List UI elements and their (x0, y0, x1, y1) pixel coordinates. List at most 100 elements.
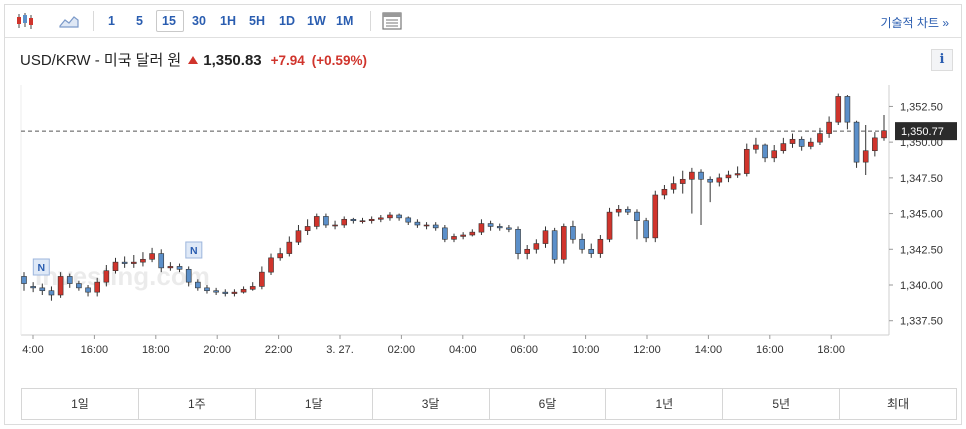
candle-body[interactable] (341, 218, 348, 226)
candle-body[interactable] (460, 234, 466, 237)
candle-body[interactable] (615, 208, 622, 213)
interval-1m[interactable]: 1M (336, 14, 354, 28)
candle-body[interactable] (222, 291, 229, 294)
interval-30[interactable]: 30 (192, 14, 206, 28)
candle-body[interactable] (817, 133, 823, 143)
candle-body[interactable] (350, 218, 357, 222)
candle-body[interactable] (405, 217, 412, 223)
area-chart-type-icon[interactable] (58, 11, 80, 31)
candle-body[interactable] (496, 226, 503, 229)
info-button[interactable]: i (931, 49, 953, 71)
candle-body[interactable] (771, 150, 778, 159)
interval-15[interactable]: 15 (162, 14, 176, 28)
candle-body[interactable] (588, 248, 595, 254)
candle-body[interactable] (304, 226, 311, 232)
candle-body[interactable] (725, 174, 732, 179)
candle-body[interactable] (524, 248, 530, 254)
interval-5h[interactable]: 5H (249, 14, 265, 28)
candle-body[interactable] (121, 261, 128, 264)
candle-body[interactable] (570, 226, 576, 240)
candle-body[interactable] (66, 276, 73, 284)
candle-body[interactable] (798, 138, 805, 147)
candle-body[interactable] (39, 287, 46, 292)
candle-body[interactable] (835, 96, 842, 123)
candle-body[interactable] (94, 281, 100, 293)
candle-body[interactable] (478, 223, 485, 233)
candle-body[interactable] (195, 281, 201, 289)
candle-body[interactable] (560, 226, 567, 260)
candle-body[interactable] (130, 261, 137, 264)
candle-body[interactable] (469, 231, 476, 236)
candle-body[interactable] (432, 224, 439, 229)
interval-1h[interactable]: 1H (220, 14, 236, 28)
candle-body[interactable] (506, 227, 512, 230)
candle-body[interactable] (359, 220, 366, 223)
candle-body[interactable] (30, 286, 36, 289)
candle-body[interactable] (661, 188, 668, 196)
candle-body[interactable] (451, 236, 457, 240)
candle-body[interactable] (167, 266, 174, 269)
candle-body[interactable] (21, 276, 27, 284)
range-1-month[interactable]: 1달 (255, 389, 373, 419)
candle-body[interactable] (76, 283, 82, 289)
range-3-months[interactable]: 3달 (372, 389, 490, 419)
candle-body[interactable] (185, 268, 192, 283)
price-chart[interactable]: Investing.com1,352.501,350.001,347.501,3… (5, 85, 961, 360)
candle-body[interactable] (743, 148, 750, 174)
interval-1w[interactable]: 1W (307, 14, 326, 28)
candle-body[interactable] (844, 96, 851, 123)
candle-body[interactable] (387, 214, 393, 219)
range-6-months[interactable]: 6달 (489, 389, 607, 419)
candle-body[interactable] (808, 141, 814, 147)
candle-body[interactable] (643, 220, 649, 239)
range-1-day[interactable]: 1일 (22, 389, 139, 419)
candle-body[interactable] (277, 253, 283, 259)
candle-body[interactable] (862, 150, 869, 163)
candle-body[interactable] (579, 238, 585, 250)
candle-body[interactable] (872, 137, 878, 152)
candle-body[interactable] (149, 253, 155, 260)
candle-body[interactable] (423, 224, 430, 227)
range-max[interactable]: 최대 (840, 389, 956, 419)
candle-body[interactable] (140, 258, 146, 263)
candle-body[interactable] (881, 130, 887, 139)
data-table-icon[interactable] (381, 11, 403, 31)
candle-body[interactable] (780, 143, 787, 152)
candle-body[interactable] (826, 121, 832, 134)
candle-body[interactable] (652, 194, 659, 239)
candle-body[interactable] (679, 178, 686, 184)
candle-body[interactable] (57, 276, 64, 296)
candle-body[interactable] (286, 241, 293, 254)
candle-body[interactable] (698, 171, 704, 180)
candle-body[interactable] (487, 223, 494, 227)
candle-body[interactable] (670, 183, 677, 190)
candle-body[interactable] (249, 286, 256, 290)
technical-chart-link[interactable]: 기술적 차트 » (880, 16, 949, 30)
candle-body[interactable] (689, 171, 695, 180)
candle-body[interactable] (231, 291, 238, 294)
interval-1d[interactable]: 1D (279, 14, 295, 28)
candle-body[interactable] (176, 266, 183, 270)
candle-body[interactable] (240, 288, 247, 293)
candle-body[interactable] (332, 224, 338, 227)
candle-body[interactable] (762, 144, 768, 159)
candle-body[interactable] (268, 257, 274, 273)
candle-body[interactable] (323, 216, 329, 226)
candle-body[interactable] (204, 287, 210, 292)
candle-body[interactable] (707, 178, 713, 183)
candle-body[interactable] (551, 230, 558, 260)
candle-body[interactable] (597, 238, 604, 254)
candle-body[interactable] (442, 227, 448, 240)
candle-body[interactable] (112, 261, 119, 272)
candle-body[interactable] (515, 228, 521, 254)
range-1-year[interactable]: 1년 (606, 389, 724, 419)
candle-body[interactable] (533, 243, 540, 250)
candle-body[interactable] (48, 290, 55, 296)
candle-body[interactable] (313, 216, 320, 227)
candle-body[interactable] (295, 230, 302, 243)
candle-body[interactable] (158, 253, 165, 269)
candle-body[interactable] (853, 121, 860, 163)
candle-body[interactable] (716, 177, 723, 183)
news-marker[interactable] (185, 241, 203, 259)
candle-body[interactable] (103, 270, 110, 283)
